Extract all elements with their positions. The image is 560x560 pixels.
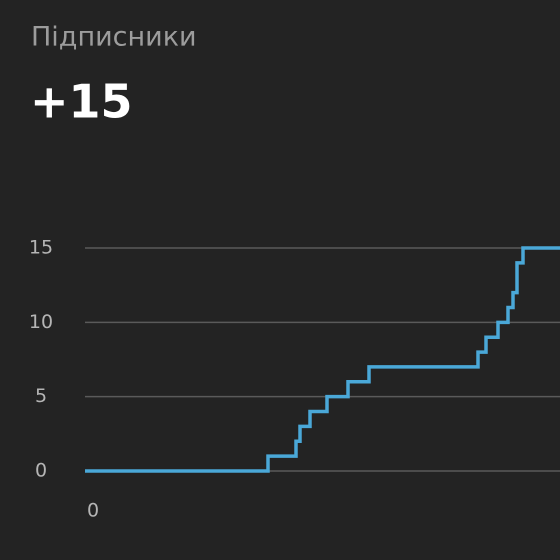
y-tick-label: 0: [35, 460, 47, 482]
headline: +15: [30, 75, 133, 129]
y-tick-label: 5: [35, 385, 47, 407]
chart-title: Підписники: [31, 22, 197, 53]
x-tick-label: 0: [87, 500, 99, 522]
data-line: [85, 246, 560, 473]
y-tick-label: 10: [29, 311, 53, 333]
y-tick-label: 15: [29, 237, 53, 259]
